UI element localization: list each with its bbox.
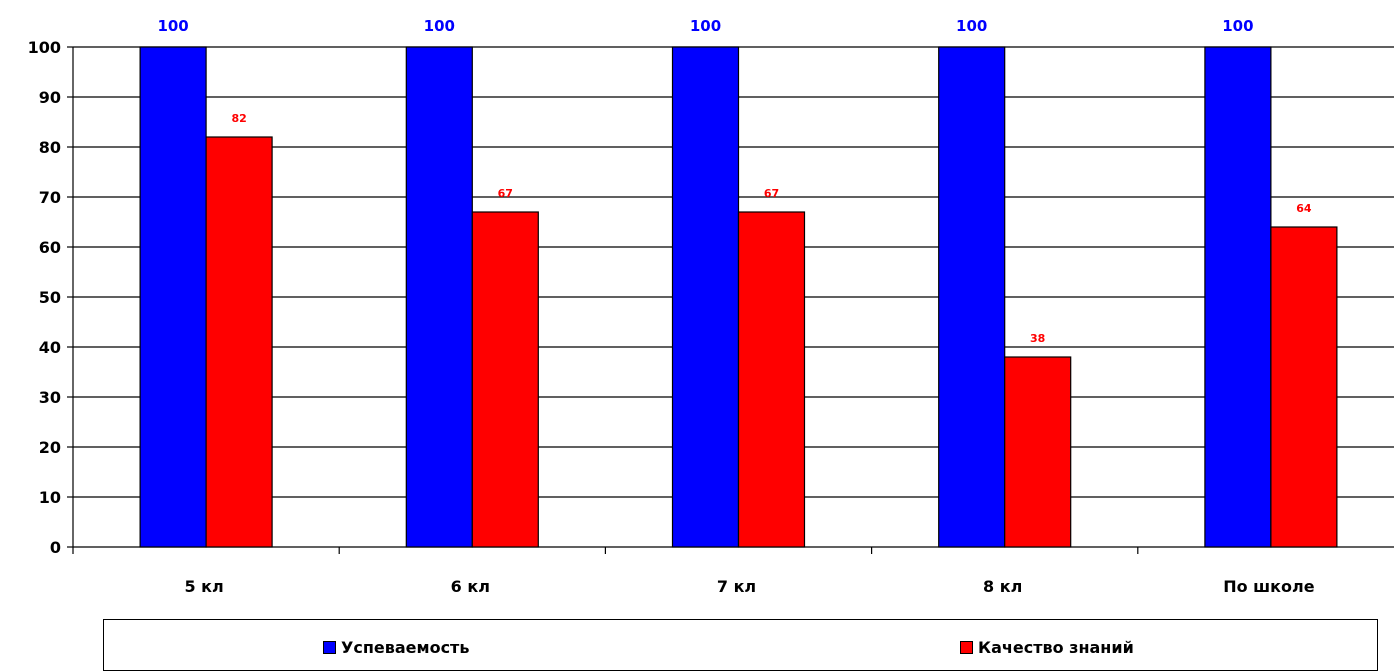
- bar-uspevaemost: [671, 46, 740, 548]
- bar-kachestvo: [205, 136, 273, 548]
- data-label: 82: [231, 112, 246, 125]
- bar-uspevaemost: [938, 46, 1006, 548]
- x-tick-label: 7 кл: [717, 577, 756, 596]
- y-tick-label: 90: [39, 88, 61, 107]
- bar-kachestvo: [1270, 226, 1338, 548]
- y-tick-label: 100: [28, 38, 61, 57]
- x-tick-label: 6 кл: [451, 577, 490, 596]
- legend-label-uspevaemost: Успеваемость: [341, 638, 470, 657]
- y-tick-label: 50: [39, 288, 61, 307]
- y-tick-label: 40: [39, 338, 61, 357]
- y-tick-label: 0: [50, 538, 61, 557]
- legend-item-uspevaemost: Успеваемость: [323, 638, 469, 657]
- y-tick-label: 30: [39, 388, 61, 407]
- legend-swatch-blue: [323, 641, 336, 654]
- chart-plot: 0 10 20 30 40 50 60 70 80 90 100 5 кл 100 82 6 кл 100 67…: [28, 17, 1394, 596]
- y-tick-label: 20: [39, 438, 61, 457]
- bar-uspevaemost: [1204, 46, 1272, 548]
- legend-item-kachestvo: Качество знаний: [960, 638, 1134, 657]
- data-label: 100: [956, 17, 987, 35]
- y-tick-label: 10: [39, 488, 61, 507]
- data-label: 67: [764, 187, 779, 200]
- bar-uspevaemost: [139, 46, 207, 548]
- legend-label-kachestvo: Качество знаний: [978, 638, 1134, 657]
- x-tick-label: 5 кл: [184, 577, 223, 596]
- data-label: 100: [157, 17, 188, 35]
- bar-kachestvo: [1004, 356, 1072, 548]
- legend-swatch-red: [960, 641, 973, 654]
- data-label: 100: [424, 17, 455, 35]
- data-label: 64: [1296, 202, 1312, 215]
- data-label: 100: [1222, 17, 1253, 35]
- bar-kachestvo: [737, 211, 806, 548]
- x-tick-label: 8 кл: [983, 577, 1022, 596]
- data-label: 100: [690, 17, 721, 35]
- y-tick-label: 80: [39, 138, 61, 157]
- data-label: 67: [498, 187, 513, 200]
- y-tick-label: 70: [39, 188, 61, 207]
- x-tick-label: По школе: [1223, 577, 1315, 596]
- legend: Успеваемость Качество знаний: [103, 619, 1378, 671]
- bar-uspevaemost: [405, 46, 473, 548]
- data-label: 38: [1030, 332, 1045, 345]
- y-tick-label: 60: [39, 238, 61, 257]
- bar-kachestvo: [471, 211, 539, 548]
